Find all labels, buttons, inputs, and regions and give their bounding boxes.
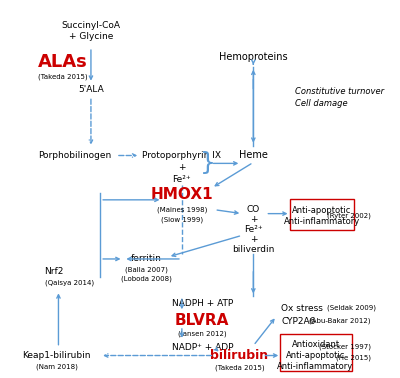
Text: Fe²⁺: Fe²⁺	[244, 225, 263, 234]
Text: (Nam 2018): (Nam 2018)	[36, 363, 78, 370]
Text: NADP⁺ + ADP: NADP⁺ + ADP	[172, 343, 233, 352]
Text: +: +	[178, 163, 186, 172]
FancyBboxPatch shape	[290, 199, 354, 230]
Text: NADPH + ATP: NADPH + ATP	[172, 299, 233, 308]
Text: (Qaisya 2014): (Qaisya 2014)	[44, 279, 94, 286]
Text: Fe²⁺: Fe²⁺	[172, 175, 191, 184]
Text: Hemoproteins: Hemoproteins	[219, 52, 288, 62]
Text: BLVRA: BLVRA	[175, 313, 230, 328]
Text: Porphobilinogen: Porphobilinogen	[38, 151, 112, 160]
Text: Nrf2: Nrf2	[44, 267, 64, 276]
Text: Anti-inflammatory: Anti-inflammatory	[277, 362, 354, 371]
Text: (Stocker 1997): (Stocker 1997)	[319, 343, 371, 350]
Text: }: }	[200, 151, 216, 175]
Text: (Takeda 2015): (Takeda 2015)	[215, 364, 264, 370]
Text: (Jansen 2012): (Jansen 2012)	[178, 331, 227, 337]
Text: Heme: Heme	[239, 150, 268, 161]
Text: Succinyl-CoA: Succinyl-CoA	[62, 20, 120, 29]
FancyBboxPatch shape	[280, 334, 352, 371]
Text: bilirubin: bilirubin	[210, 349, 268, 362]
Text: ALAs: ALAs	[38, 53, 88, 71]
Text: Anti-apoptotic: Anti-apoptotic	[286, 351, 345, 360]
Text: Keap1-bilirubin: Keap1-bilirubin	[22, 351, 91, 360]
Text: Ox stress: Ox stress	[281, 304, 323, 313]
Text: (Takeda 2015): (Takeda 2015)	[38, 73, 88, 80]
Text: (Maines 1998): (Maines 1998)	[157, 206, 207, 213]
Text: CO: CO	[247, 205, 260, 214]
Text: Cell damage: Cell damage	[295, 99, 348, 108]
Text: Antioxidant: Antioxidant	[292, 340, 340, 349]
Text: + Glycine: + Glycine	[69, 33, 113, 41]
Text: +: +	[250, 235, 257, 244]
Text: +: +	[250, 215, 257, 224]
Text: 5'ALA: 5'ALA	[78, 85, 104, 94]
Text: (Seldak 2009): (Seldak 2009)	[327, 305, 376, 311]
Text: (Siow 1999): (Siow 1999)	[161, 216, 203, 223]
Text: (Ryter 2002): (Ryter 2002)	[327, 212, 371, 219]
Text: (Abu-Bakar 2012): (Abu-Bakar 2012)	[309, 318, 370, 324]
Text: (Balla 2007): (Balla 2007)	[125, 266, 168, 273]
Text: (Loboda 2008): (Loboda 2008)	[121, 276, 172, 282]
Text: (He 2015): (He 2015)	[336, 354, 371, 361]
Text: CYP2A6: CYP2A6	[281, 316, 316, 325]
Text: ferritin: ferritin	[131, 254, 162, 263]
Text: Protoporphyrin IX: Protoporphyrin IX	[142, 151, 221, 160]
Text: Anti-inflammatory: Anti-inflammatory	[284, 217, 360, 226]
Text: Constitutive turnover: Constitutive turnover	[295, 87, 384, 96]
Text: biliverdin: biliverdin	[232, 245, 274, 254]
Text: Anti-apoptotic: Anti-apoptotic	[292, 206, 352, 215]
Text: HMOX1: HMOX1	[150, 187, 213, 202]
